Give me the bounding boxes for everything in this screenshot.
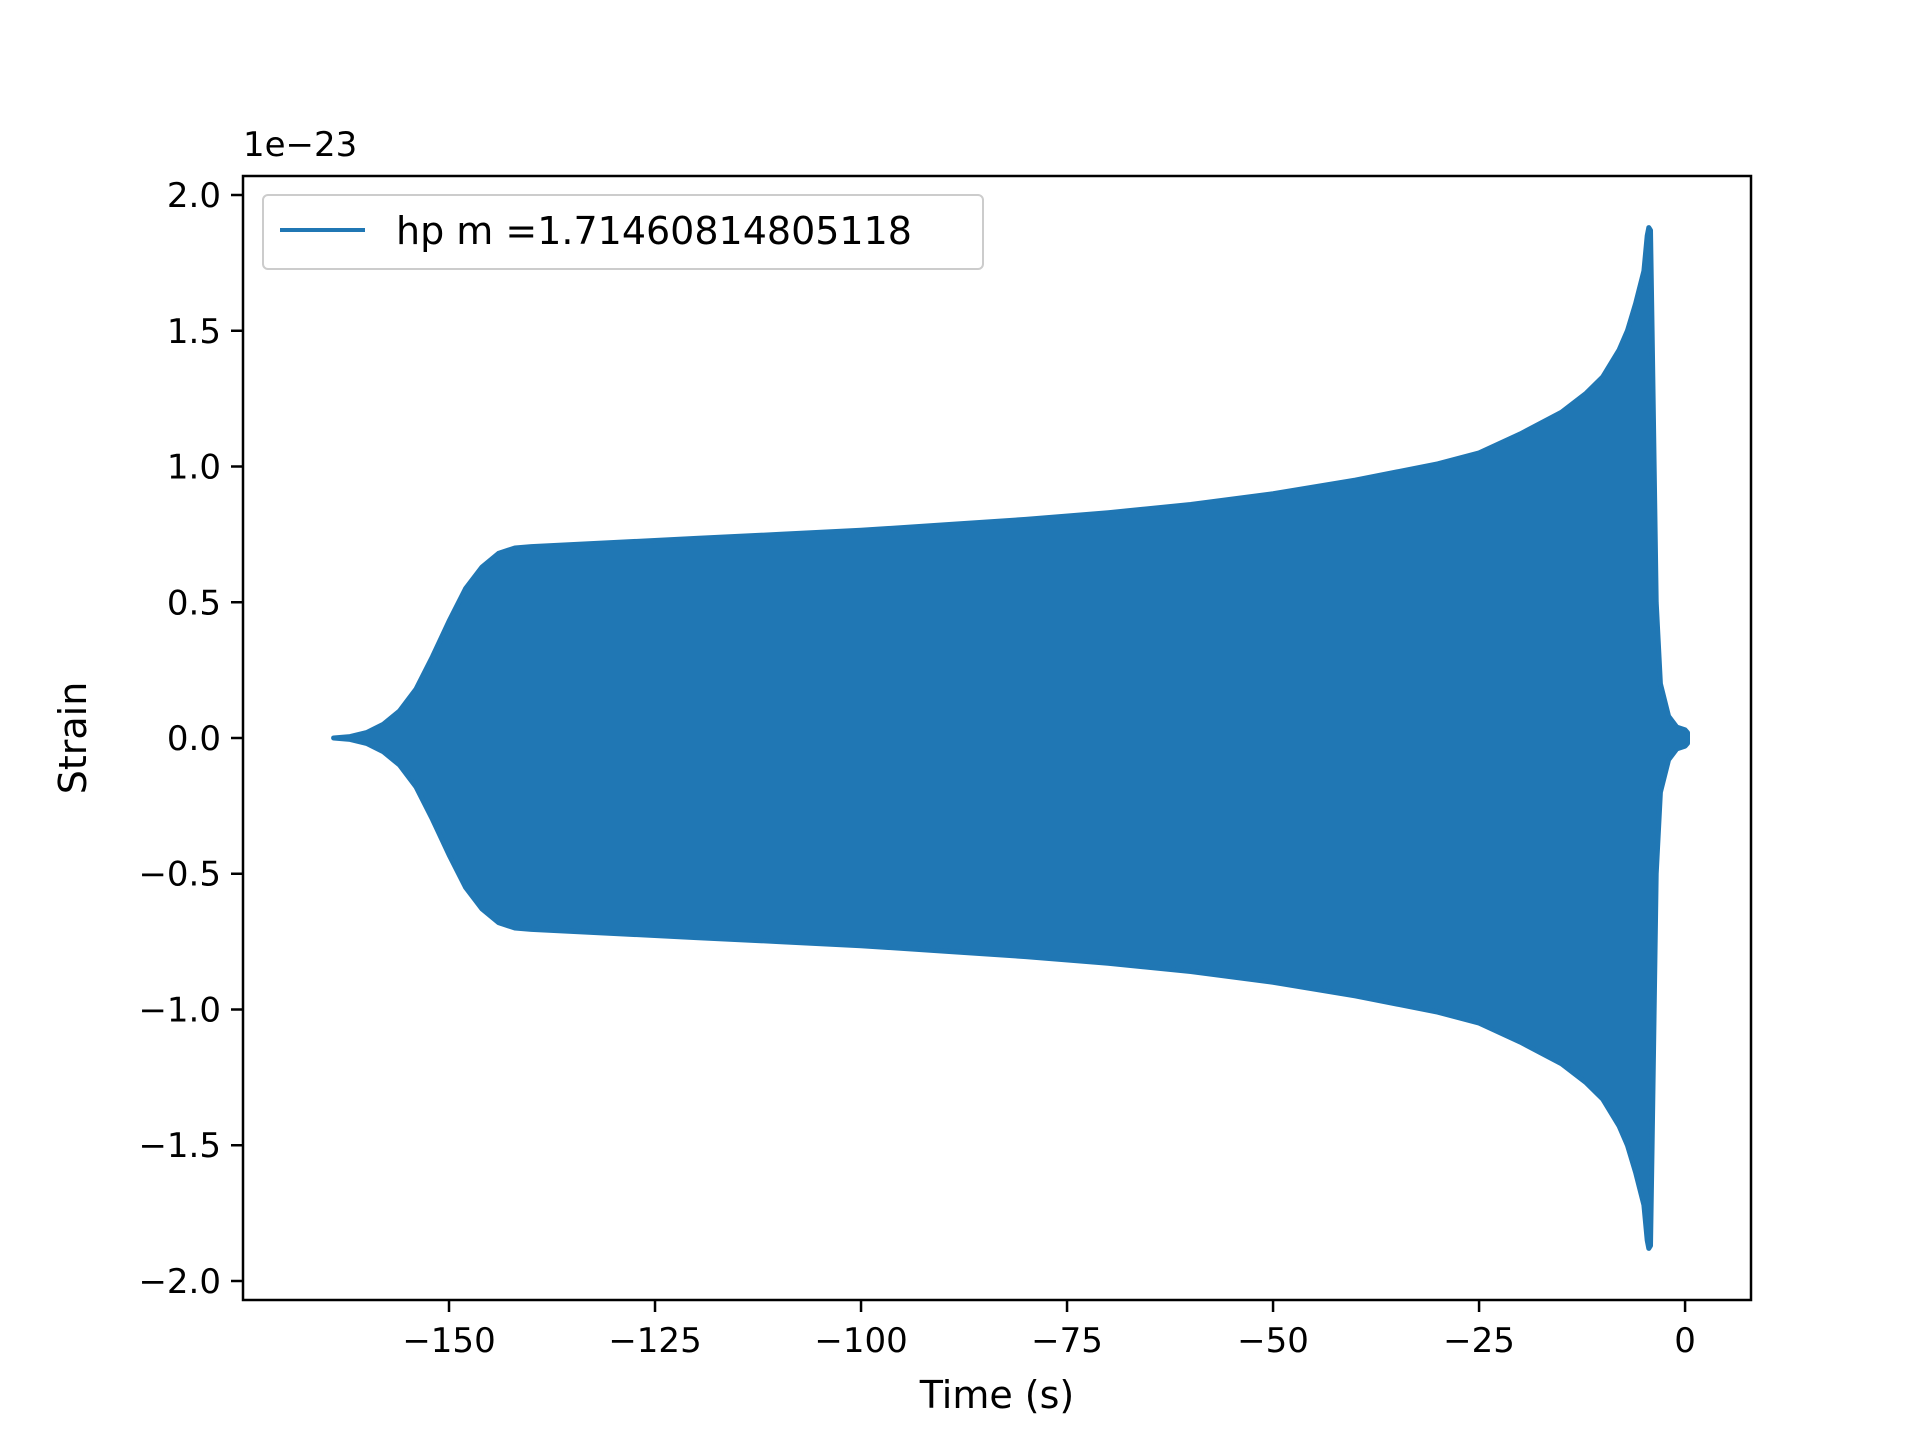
y-tick-label: −1.0 <box>138 990 221 1030</box>
y-offset-text: 1e−23 <box>243 125 357 165</box>
y-tick-label: 1.0 <box>167 448 221 488</box>
y-tick-label: 0.5 <box>167 583 221 623</box>
plot-area <box>241 174 1753 1302</box>
x-tick-label: −75 <box>1031 1321 1103 1361</box>
y-axis-label: Strain <box>51 682 95 795</box>
y-tick-label: 2.0 <box>167 176 221 216</box>
legend-box <box>262 194 984 270</box>
legend-label: hp m =1.71460814805118 <box>396 209 912 253</box>
x-tick-label: −125 <box>608 1321 701 1361</box>
y-tick-label: 0.0 <box>167 719 221 759</box>
y-tick-label: −1.5 <box>138 1126 221 1166</box>
y-axis: 2.0 1.5 1.0 0.5 0.0 −0.5 −1.0 −1.5 −2.0 <box>138 176 243 1302</box>
x-axis-label: Time (s) <box>919 1373 1075 1417</box>
x-tick-label: 0 <box>1674 1321 1696 1361</box>
waveform-series <box>331 225 1690 1251</box>
legend: hp m =1.71460814805118 <box>262 194 984 270</box>
y-tick-label: −2.0 <box>138 1262 221 1302</box>
x-tick-label: −50 <box>1237 1321 1309 1361</box>
x-tick-label: −150 <box>402 1321 495 1361</box>
x-axis: −150 −125 −100 −75 −50 −25 0 <box>402 1300 1696 1361</box>
y-tick-label: −0.5 <box>138 855 221 895</box>
x-tick-label: −100 <box>814 1321 907 1361</box>
y-tick-label: 1.5 <box>167 312 221 352</box>
x-tick-label: −25 <box>1443 1321 1515 1361</box>
